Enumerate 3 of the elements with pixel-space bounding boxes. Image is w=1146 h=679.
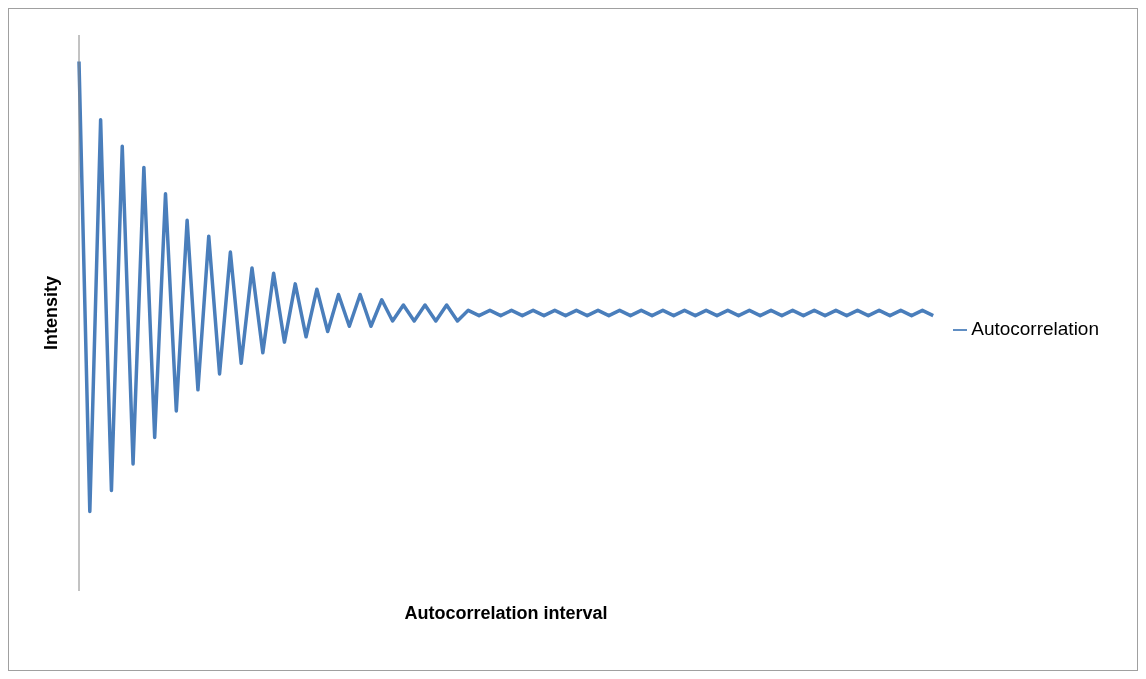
x-axis-title: Autocorrelation interval <box>404 603 608 623</box>
legend-label: Autocorrelation <box>971 318 1099 339</box>
y-axis-title: Intensity <box>41 275 62 351</box>
